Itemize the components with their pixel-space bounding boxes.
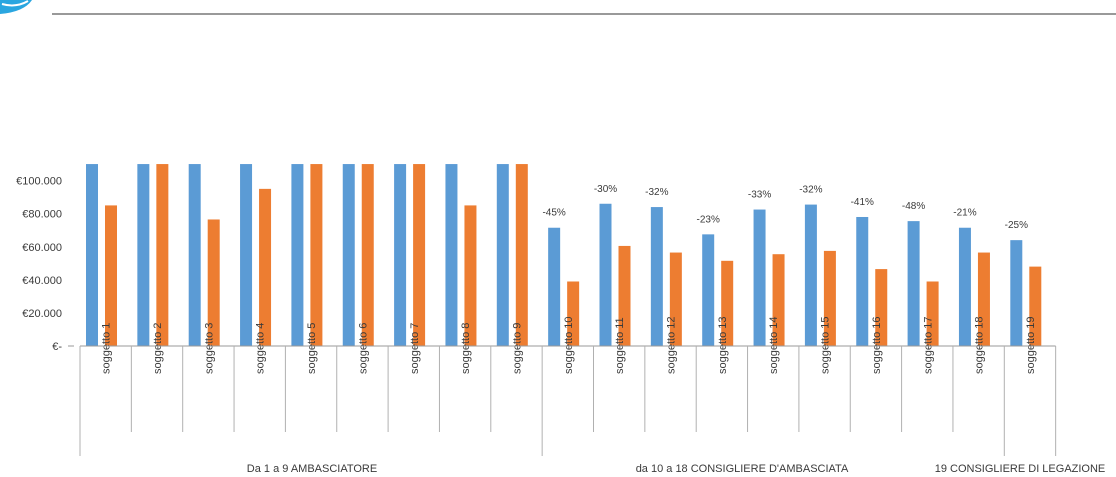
category-label: soggetto 18	[974, 317, 986, 375]
category-label: soggetto 19	[1025, 317, 1037, 375]
y-tick-label: €-	[52, 341, 62, 353]
category-label: soggetto 17	[922, 317, 934, 375]
bar-orange	[361, 164, 374, 346]
bar-orange	[1029, 266, 1042, 346]
category-label: soggetto 6	[357, 323, 369, 374]
y-tick-label: €100.000	[16, 176, 62, 188]
category-label: soggetto 1	[101, 323, 113, 374]
y-tick-label: €40.000	[22, 275, 62, 287]
bar-orange	[669, 252, 682, 346]
bar-blue	[291, 164, 304, 346]
percent-label: -41%	[851, 197, 874, 208]
percent-label: -23%	[697, 214, 720, 225]
category-label: soggetto 5	[306, 323, 318, 374]
bar-orange	[156, 164, 169, 346]
category-label: soggetto 12	[666, 317, 678, 375]
bar-orange	[464, 205, 477, 346]
bar-blue	[907, 221, 920, 346]
y-tick-label: €60.000	[22, 242, 62, 254]
bar-orange	[567, 281, 580, 346]
category-label: soggetto 8	[460, 323, 472, 374]
bar-orange	[207, 219, 220, 346]
category-label: soggetto 13	[717, 317, 729, 375]
bar-blue	[137, 164, 150, 346]
percent-label: -48%	[902, 201, 925, 212]
category-label: soggetto 9	[511, 323, 523, 374]
bar-blue	[856, 216, 869, 346]
y-tick-label: €80.000	[22, 209, 62, 221]
group-label: 19 CONSIGLIERE DI LEGAZIONE	[935, 463, 1106, 475]
logo-fragment	[0, 0, 32, 14]
bar-blue	[548, 227, 561, 346]
category-label: soggetto 7	[409, 323, 421, 374]
bar-blue	[958, 227, 971, 346]
bar-blue	[702, 234, 715, 346]
bar-blue	[650, 207, 663, 346]
bar-blue	[86, 164, 98, 346]
bar-orange	[823, 250, 836, 346]
category-label: soggetto 14	[768, 317, 780, 375]
percent-label: -32%	[645, 187, 668, 198]
category-label: soggetto 15	[820, 317, 832, 375]
bar-blue	[753, 209, 766, 346]
percent-label: -45%	[542, 208, 565, 219]
percent-label: -33%	[748, 190, 771, 201]
bar-blue	[1010, 240, 1023, 346]
bar-orange	[259, 188, 272, 346]
category-label: soggetto 3	[203, 323, 215, 374]
group-label: da 10 a 18 CONSIGLIERE D'AMBASCIATA	[636, 463, 849, 475]
percent-label: -21%	[953, 208, 976, 219]
bar-orange	[105, 205, 117, 346]
bar-blue	[496, 164, 509, 346]
percent-label: -30%	[594, 184, 617, 195]
category-label: soggetto 2	[152, 323, 164, 374]
y-tick-label: €20.000	[22, 308, 62, 320]
bar-blue	[599, 203, 612, 346]
category-label: soggetto 4	[255, 323, 267, 374]
bar-orange	[772, 254, 785, 346]
bar-orange	[413, 164, 426, 346]
bar-blue	[188, 164, 201, 346]
bar-orange	[310, 164, 323, 346]
category-label: soggetto 10	[563, 317, 575, 375]
bar-orange	[977, 252, 990, 346]
bar-orange	[926, 281, 939, 346]
percent-label: -32%	[799, 185, 822, 196]
bar-orange	[875, 269, 888, 346]
bar-blue	[342, 164, 355, 346]
bar-blue	[240, 164, 253, 346]
bar-orange	[515, 164, 528, 346]
category-label: soggetto 16	[871, 317, 883, 375]
bar-blue	[394, 164, 407, 346]
bar-blue	[804, 204, 817, 346]
bar-blue	[445, 164, 458, 346]
bar-orange	[618, 245, 631, 346]
bar-orange	[721, 260, 734, 346]
group-label: Da 1 a 9 AMBASCIATORE	[247, 463, 377, 475]
percent-label: -25%	[1005, 220, 1028, 231]
